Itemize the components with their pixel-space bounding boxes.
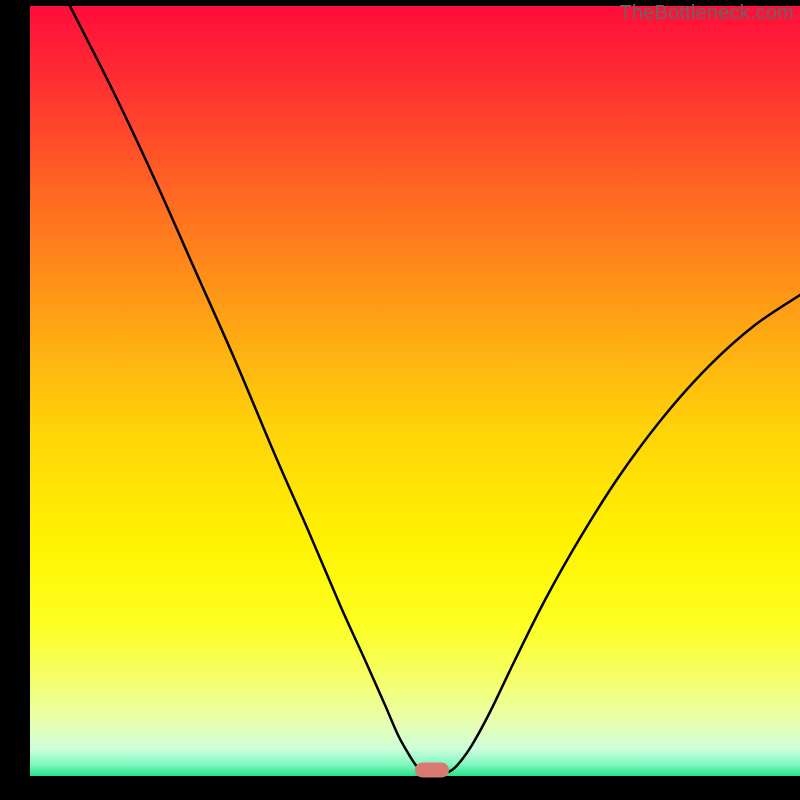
curve-overlay — [0, 0, 800, 800]
watermark-text: TheBottleneck.com — [619, 2, 794, 25]
bottleneck-chart: TheBottleneck.com — [0, 0, 800, 800]
optimum-marker — [415, 763, 449, 778]
bottleneck-curve — [70, 6, 800, 773]
